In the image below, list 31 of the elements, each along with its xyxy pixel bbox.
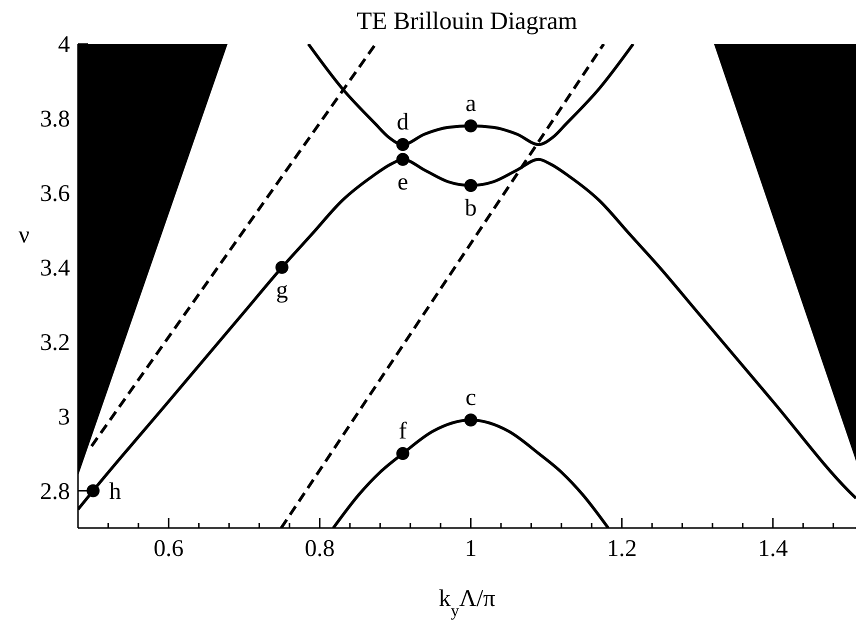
y-tick-label: 3.4: [40, 255, 70, 282]
x-tick-label: 1: [464, 536, 477, 562]
y-tick-label: 3.8: [40, 106, 70, 132]
y-tick-label: 3.2: [40, 330, 70, 356]
y-tick-label: 3.6: [40, 180, 70, 207]
annotation: b: [464, 195, 477, 222]
annotation: f: [398, 418, 407, 445]
point: [396, 152, 410, 166]
annotation: d: [396, 110, 409, 136]
annotation: e: [397, 169, 408, 196]
y-axis-title: ν: [18, 222, 30, 248]
point: [275, 260, 288, 274]
x-tick-label: 1.4: [758, 536, 788, 562]
annotation: c: [465, 385, 476, 412]
x-tick-label: 0.8: [304, 536, 335, 562]
y-tick-label: 4: [58, 32, 70, 58]
point: [396, 138, 410, 152]
x-tick-label: 1.2: [606, 536, 637, 562]
point: [464, 178, 478, 192]
x-tick-label: 0.6: [154, 536, 184, 562]
point: [396, 447, 410, 460]
annotation: g: [276, 277, 288, 304]
x-axis-title: k$_{y}$Λ/π: [438, 586, 496, 620]
annotation: a: [465, 90, 476, 117]
point: [464, 119, 478, 132]
y-tick-label: 3: [58, 404, 70, 430]
point: [464, 414, 478, 427]
y-tick-label: 2.8: [40, 478, 70, 505]
annotation: h: [109, 478, 122, 505]
chart-title: TE Brillouin Diagram: [356, 8, 578, 36]
point: [86, 484, 100, 498]
